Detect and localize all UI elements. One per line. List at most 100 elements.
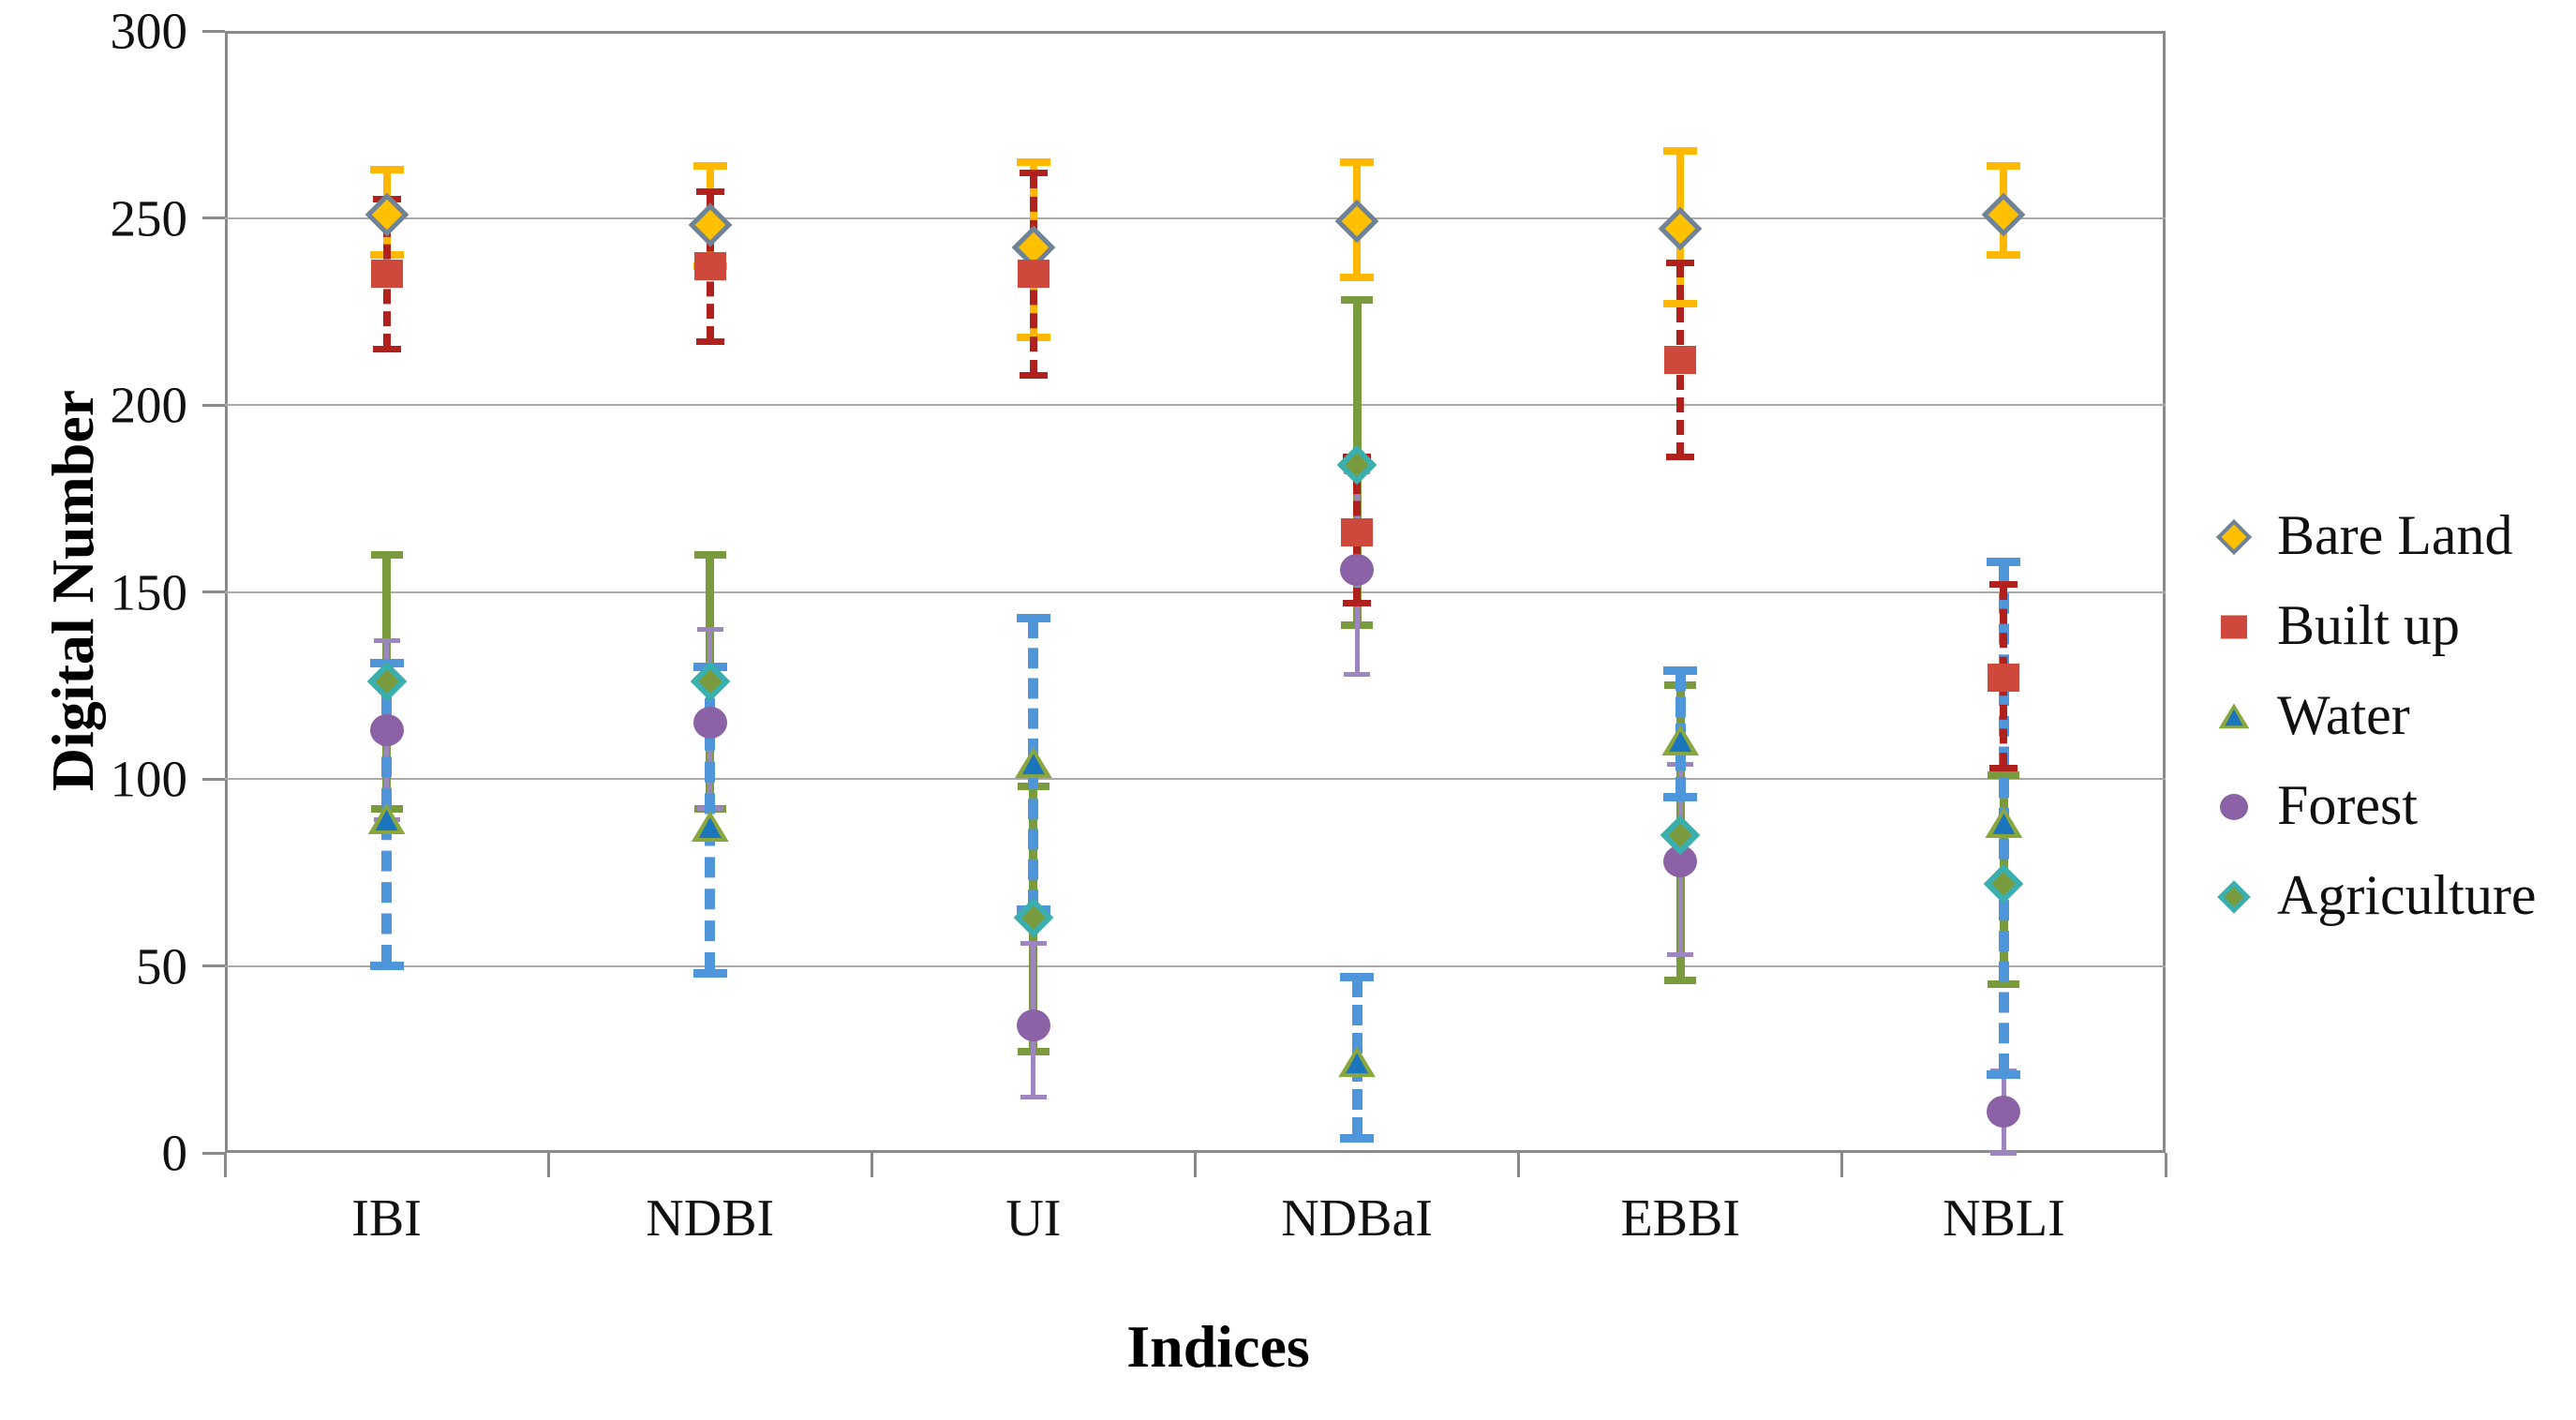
error-cap-Agriculture-NDBI-high xyxy=(693,550,726,559)
error-cap-Water-NBLI-low xyxy=(1987,1069,2021,1079)
error-cap-Forest-UI-low xyxy=(1020,1094,1047,1099)
error-cap-Water-NDBI-low xyxy=(692,968,727,978)
error-cap-Forest-NDBaI-low xyxy=(1344,671,1371,677)
x-category-label-NDBaI: NDBaI xyxy=(1281,1189,1433,1248)
x-axis-tick-1 xyxy=(546,1153,550,1177)
error-cap-Water-EBBI-low xyxy=(1663,793,1698,802)
y-axis-tick-150 xyxy=(202,590,225,593)
error-cap-Built up-UI-low xyxy=(1019,371,1048,379)
marker-Built up-UI xyxy=(1017,260,1050,289)
error-cap-Water-UI-high xyxy=(1016,613,1050,622)
error-cap-Agriculture-EBBI-low xyxy=(1664,977,1697,985)
marker-Water-EBBI xyxy=(1661,725,1700,756)
error-cap-Water-NDBaI-high xyxy=(1340,972,1375,981)
x-axis-tick-0 xyxy=(223,1153,227,1177)
error-cap-Water-EBBI-high xyxy=(1663,665,1698,675)
gridline-150 xyxy=(225,590,2166,593)
gridline-250 xyxy=(225,217,2166,219)
legend-marker-shape xyxy=(2218,703,2250,729)
legend-marker-shape xyxy=(2221,615,2247,639)
error-cap-Built up-IBI-low xyxy=(372,345,401,352)
y-axis-tick-250 xyxy=(202,217,225,219)
y-axis-tick-200 xyxy=(202,403,225,407)
marker-Built up-NDBaI xyxy=(1341,517,1374,546)
gridline-200 xyxy=(225,404,2166,406)
error-cap-Forest-UI-high xyxy=(1020,941,1047,947)
error-cap-Built up-EBBI-high xyxy=(1666,259,1695,266)
error-cap-Built up-NDBI-low xyxy=(695,337,724,345)
error-cap-Water-NBLI-high xyxy=(1987,558,2021,567)
x-category-label-EBBI: EBBI xyxy=(1620,1189,1741,1248)
x-axis-tick-2 xyxy=(870,1153,873,1177)
x-axis-tick-4 xyxy=(1517,1153,1521,1177)
legend-item-built-up: Built up xyxy=(2210,594,2537,656)
marker-Forest-UI xyxy=(1016,1009,1050,1042)
y-axis-tick-100 xyxy=(202,777,225,781)
legend-marker-shape xyxy=(2215,518,2253,556)
error-cap-Forest-NBLI-low xyxy=(1990,1150,2018,1156)
error-cap-Water-NDBaI-low xyxy=(1340,1133,1375,1143)
y-tick-label-0: 0 xyxy=(161,1124,188,1182)
error-cap-Bare Land-NDBaI-low xyxy=(1340,274,1375,282)
legend-marker-square-icon xyxy=(2210,601,2258,650)
x-category-label-NBLI: NBLI xyxy=(1943,1189,2065,1248)
marker-Water-NBLI xyxy=(1985,807,2023,839)
x-category-label-UI: UI xyxy=(1005,1189,1062,1248)
marker-Water-NDBI xyxy=(691,811,729,843)
legend-item-bare-land: Bare Land xyxy=(2210,504,2537,566)
error-cap-Bare Land-NDBaI-high xyxy=(1340,157,1375,166)
legend-marker-diamond-icon xyxy=(2210,871,2258,919)
error-cap-Built up-NBLI-high xyxy=(1989,581,2018,589)
error-cap-Forest-NDBI-high xyxy=(696,626,723,632)
marker-Forest-IBI xyxy=(369,714,404,747)
legend-label: Forest xyxy=(2277,773,2418,836)
error-cap-Water-IBI-low xyxy=(369,962,404,970)
error-cap-Forest-EBBI-low xyxy=(1667,952,1694,958)
error-cap-Bare Land-NBLI-high xyxy=(1987,161,2021,170)
marker-Built up-NBLI xyxy=(1988,664,2020,693)
marker-Water-UI xyxy=(1014,747,1052,779)
x-category-label-IBI: IBI xyxy=(351,1189,422,1248)
x-axis-tick-5 xyxy=(1840,1153,1844,1177)
legend-label: Bare Land xyxy=(2277,503,2513,566)
legend-item-forest: Forest xyxy=(2210,774,2537,836)
legend-item-agriculture: Agriculture xyxy=(2210,864,2537,926)
error-cap-Built up-UI-high xyxy=(1019,170,1048,177)
error-cap-Bare Land-EBBI-high xyxy=(1663,146,1698,155)
y-tick-label-150: 150 xyxy=(110,563,188,620)
y-axis-tick-50 xyxy=(202,964,225,967)
legend-label: Water xyxy=(2277,683,2410,746)
marker-Water-IBI xyxy=(367,803,406,835)
error-cap-Bare Land-IBI-high xyxy=(369,165,404,173)
marker-Forest-NDBI xyxy=(692,707,727,740)
error-cap-Bare Land-UI-high xyxy=(1016,157,1050,166)
y-tick-label-200: 200 xyxy=(110,376,188,434)
error-cap-Built up-NBLI-low xyxy=(1989,764,2018,771)
marker-Built up-NDBI xyxy=(693,252,726,281)
error-cap-Built up-EBBI-low xyxy=(1666,454,1695,461)
legend-marker-diamond-icon xyxy=(2210,511,2258,560)
legend-marker-circle-icon xyxy=(2210,781,2258,830)
error-cap-Agriculture-IBI-high xyxy=(370,550,403,559)
error-cap-Bare Land-NDBI-high xyxy=(692,161,727,170)
x-axis-title: Indices xyxy=(1126,1313,1310,1380)
error-cap-Agriculture-NDBaI-high xyxy=(1341,296,1374,305)
y-tick-label-100: 100 xyxy=(110,750,188,808)
y-axis-tick-0 xyxy=(202,1151,225,1155)
marker-Forest-NDBaI xyxy=(1340,553,1375,586)
error-cap-Forest-IBI-high xyxy=(373,637,400,643)
x-category-label-NDBI: NDBI xyxy=(646,1189,775,1248)
legend-marker-shape xyxy=(2217,880,2251,914)
legend-marker-triangle-icon xyxy=(2210,691,2258,740)
legend: Bare Land Built up Water Forest Agriculture xyxy=(2210,504,2537,926)
marker-Built up-EBBI xyxy=(1664,346,1697,375)
y-axis-tick-300 xyxy=(202,29,225,33)
x-axis-tick-6 xyxy=(2164,1153,2167,1177)
y-tick-label-50: 50 xyxy=(136,937,187,994)
error-cap-Bare Land-NBLI-low xyxy=(1987,251,2021,260)
marker-Built up-IBI xyxy=(370,260,403,289)
gridline-50 xyxy=(225,964,2166,967)
gridline-100 xyxy=(225,778,2166,780)
marker-Water-NDBaI xyxy=(1338,1046,1377,1078)
